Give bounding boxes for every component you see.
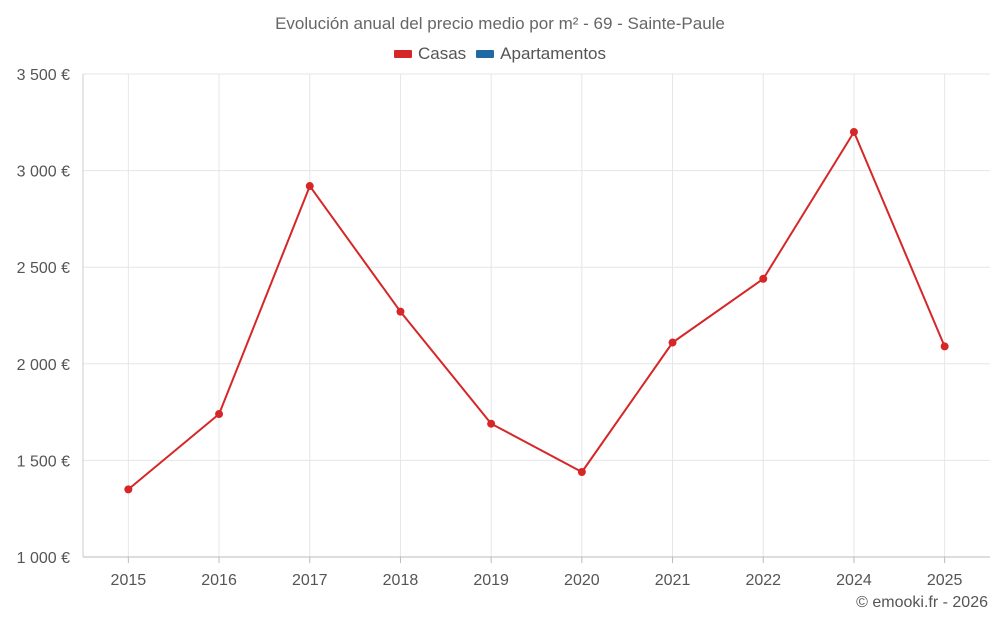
data-point-casas-2024 [849, 127, 858, 136]
x-tick-label: 2025 [927, 572, 963, 589]
y-tick-label: 2 000 € [17, 357, 70, 374]
y-tick-label: 3 500 € [17, 67, 70, 84]
x-tick-label: 2019 [473, 572, 509, 589]
x-tick-label: 2022 [745, 572, 781, 589]
data-point-casas-2017 [305, 182, 314, 191]
x-tick-label: 2021 [655, 572, 691, 589]
legend-item-apartamentos[interactable]: Apartamentos [476, 44, 606, 64]
y-tick-label: 1 500 € [17, 453, 70, 470]
legend-swatch-apartamentos [476, 50, 495, 58]
data-point-casas-2018 [396, 307, 405, 316]
series-line-casas [127, 131, 946, 491]
y-tick-label: 2 500 € [17, 260, 70, 277]
data-point-casas-2016 [215, 410, 224, 419]
data-point-casas-2021 [668, 338, 677, 347]
data-point-casas-2020 [577, 467, 586, 476]
x-tick-label: 2018 [383, 572, 419, 589]
data-point-casas-2015 [124, 485, 133, 494]
legend-item-casas[interactable]: Casas [393, 44, 467, 64]
data-point-casas-2025 [940, 342, 949, 351]
legend-label-apartamentos: Apartamentos [500, 44, 607, 63]
y-tick-label: 3 000 € [17, 164, 70, 181]
chart-title: Evolución anual del precio medio por m² … [275, 14, 725, 33]
y-tick-label: 1 000 € [17, 550, 70, 567]
data-point-casas-2019 [487, 419, 496, 428]
legend: Casas Apartamentos [0, 44, 1000, 64]
copyright-text: © emooki.fr - 2026 [856, 594, 988, 611]
legend-swatch-casas [393, 50, 412, 58]
x-tick-label: 2015 [111, 572, 147, 589]
data-point-casas-2022 [759, 274, 768, 283]
x-tick-label: 2020 [564, 572, 600, 589]
legend-label-casas: Casas [417, 44, 467, 63]
x-tick-label: 2017 [292, 572, 328, 589]
x-tick-label: 2016 [201, 572, 237, 589]
x-tick-label: 2024 [836, 572, 872, 589]
